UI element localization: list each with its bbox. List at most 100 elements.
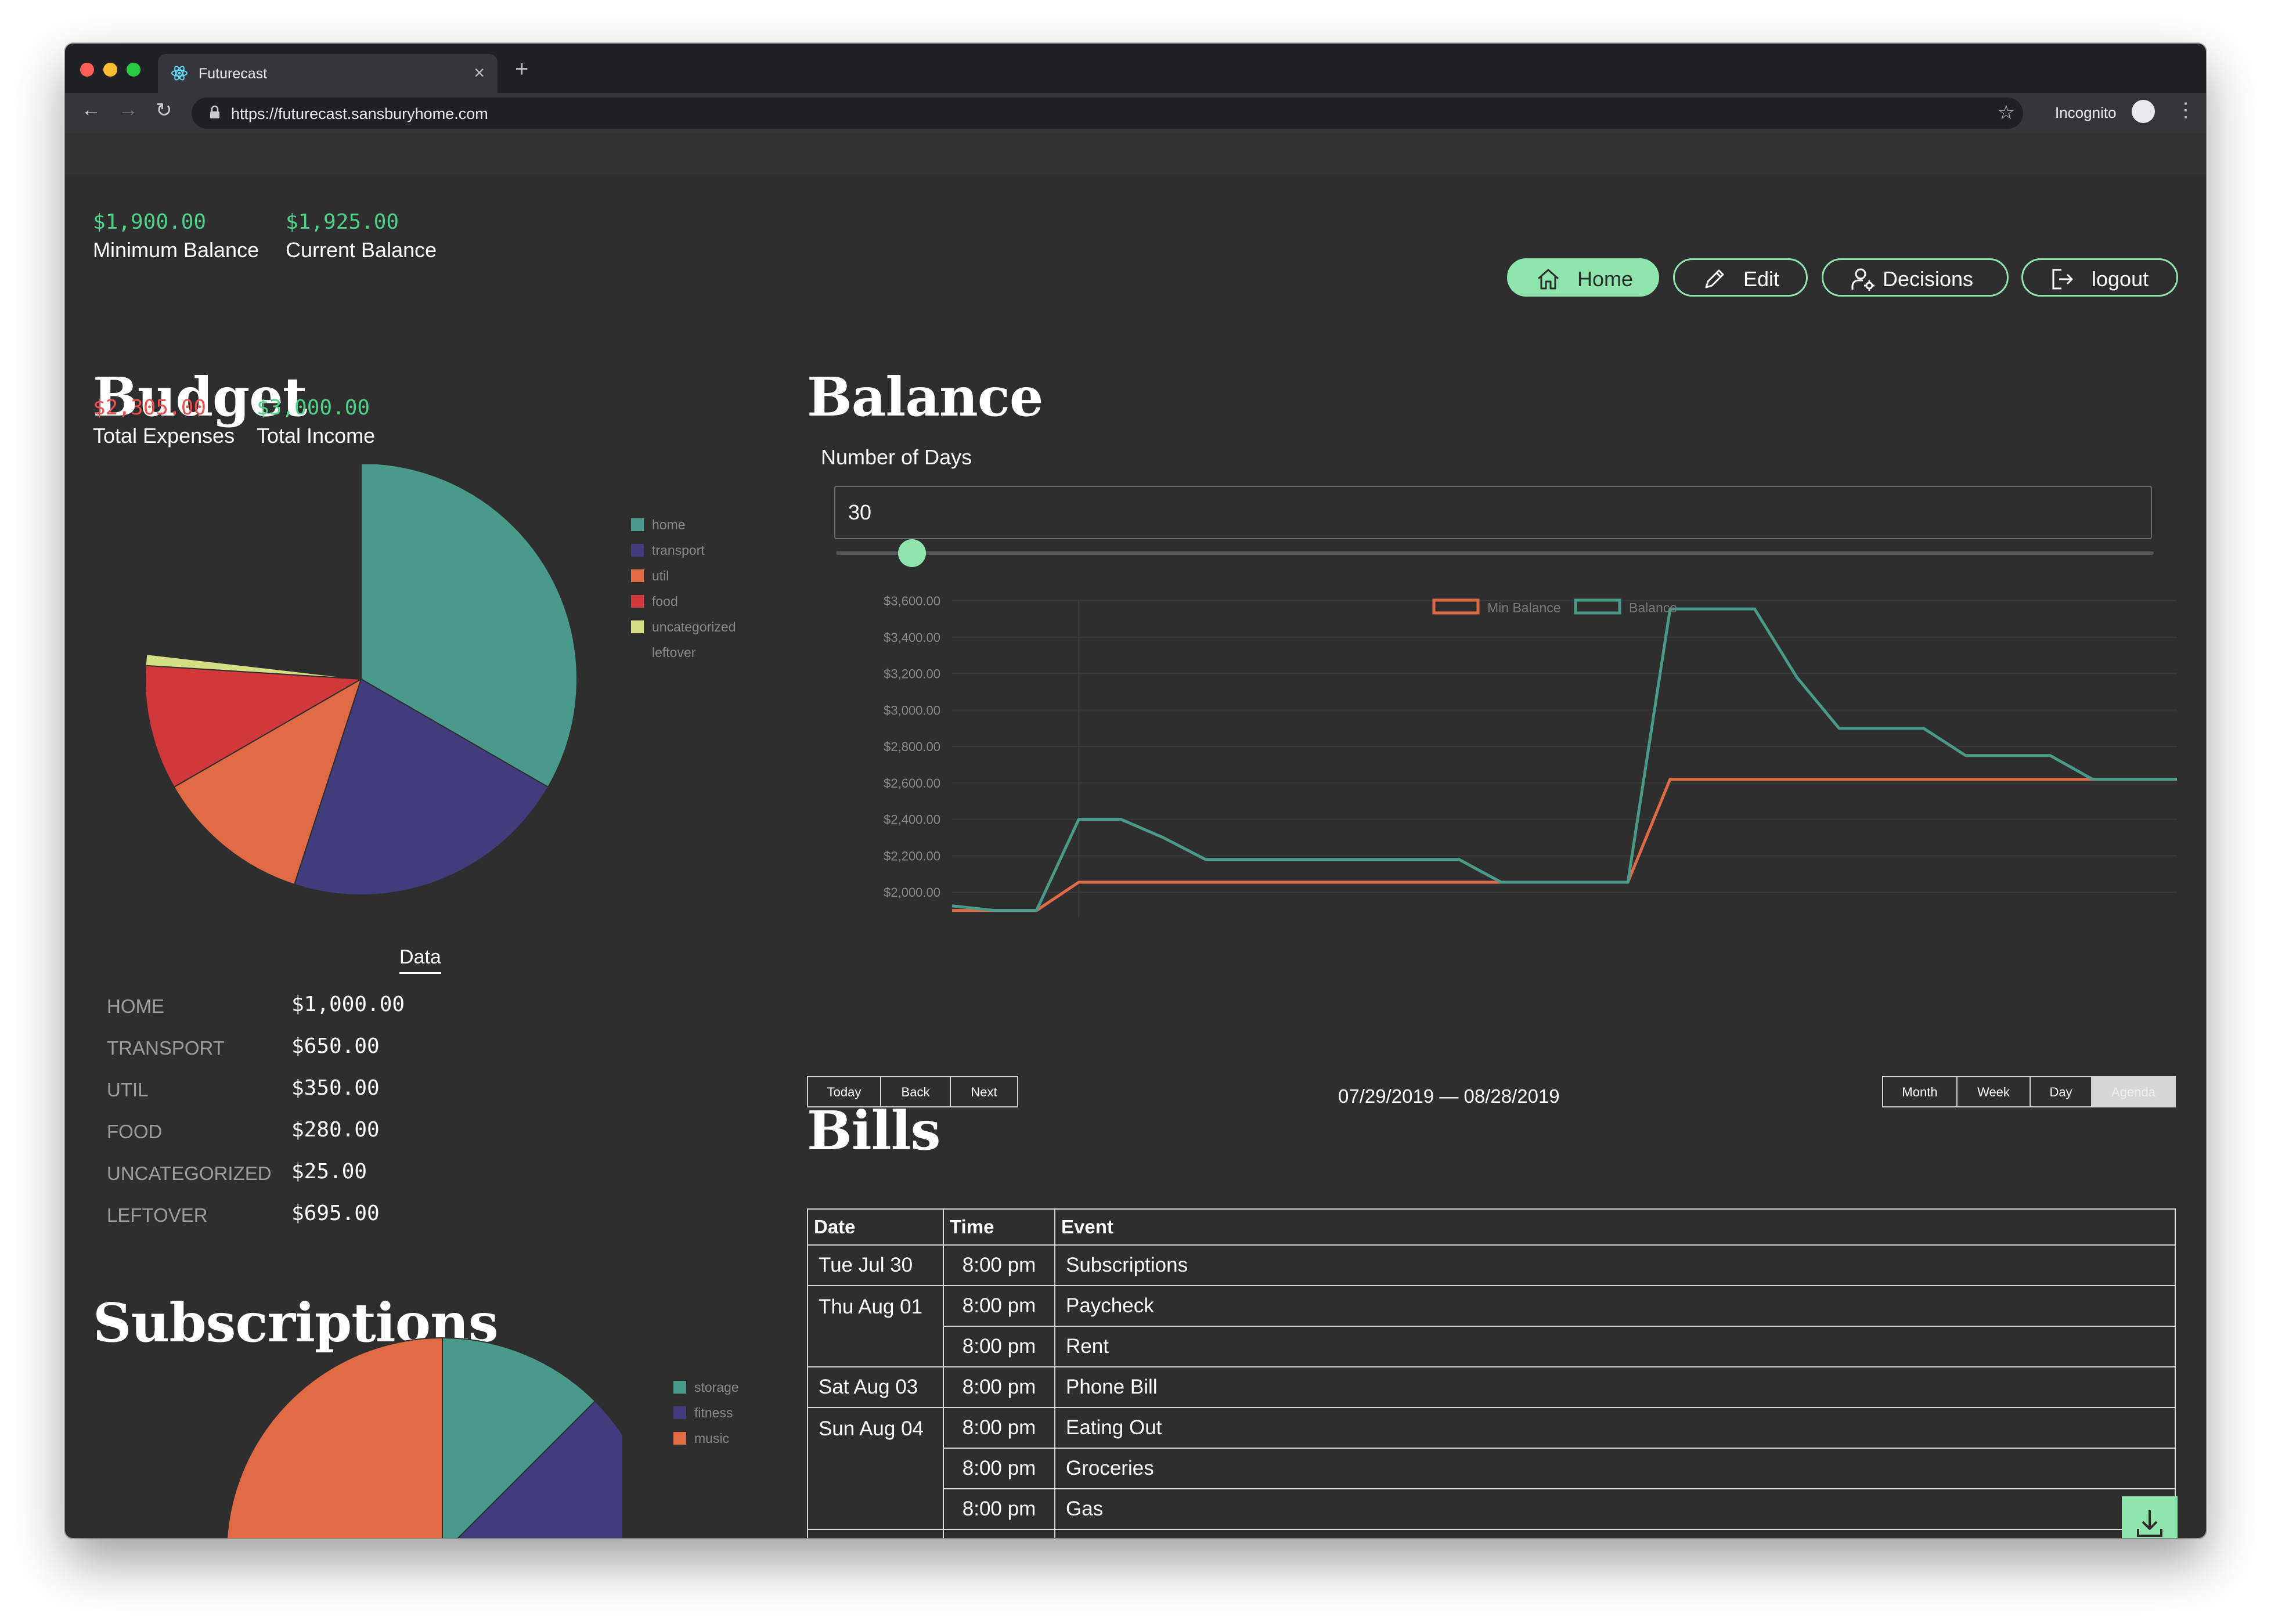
series-line-balance[interactable] <box>951 607 2177 912</box>
pie-slice-food[interactable] <box>145 665 363 788</box>
pie-slice-uncategorized[interactable] <box>145 654 362 680</box>
row-event[interactable]: Phone Bill <box>1054 1366 2176 1408</box>
budget-heading: Budget <box>93 366 307 428</box>
data-label-uncategorized: UNCATEGORIZED <box>107 1163 272 1184</box>
y-tick-label: $2,400.00 <box>884 813 940 827</box>
pie-slice-music[interactable] <box>226 1337 595 1538</box>
table-row[interactable]: Sun Aug 04 8:00 pm Eating Out <box>807 1407 2176 1530</box>
legend-swatch-fitness <box>673 1406 686 1419</box>
y-tick-label: $3,600.00 <box>884 594 940 608</box>
legend-swatch-uncategorized <box>631 620 644 633</box>
row-event[interactable]: Rent <box>1054 1326 2176 1367</box>
row-event[interactable]: Paycheck <box>1054 1285 2176 1327</box>
minimize-window-button[interactable] <box>103 63 117 77</box>
view-month-button[interactable]: Month <box>1882 1076 1958 1107</box>
decisions-button-label: Decisions <box>1883 267 1974 291</box>
row-time: 8:00 pm <box>943 1407 1055 1449</box>
table-row[interactable]: 8:00 pm Gas <box>808 1488 2176 1530</box>
back-button[interactable]: Back <box>880 1076 951 1107</box>
pie-slice-fitness[interactable] <box>442 1400 622 1538</box>
balance-line-chart: $1,800.00$2,000.00$2,200.00$2,400.00$2,6… <box>884 594 2177 917</box>
legend-label-transport: transport <box>652 543 705 558</box>
browser-toolbar: ← → ↻ https://futurecast.sansburyhome.co… <box>65 93 2206 133</box>
home-button[interactable]: Home <box>1507 258 1659 297</box>
pie-slice-transport[interactable] <box>293 678 549 896</box>
table-row[interactable]: Thu Aug 01 8:00 pm Paycheck <box>807 1285 2176 1367</box>
legend-swatch-min-balance[interactable] <box>1432 598 1480 615</box>
row-event[interactable]: Eating Out <box>1054 1407 2176 1449</box>
row-event[interactable]: Gas <box>1054 1488 2176 1530</box>
data-value-transport: $650.00 <box>291 1034 380 1058</box>
app-top-band <box>65 133 2206 174</box>
header-event: Event <box>1054 1208 2176 1246</box>
reload-icon[interactable]: ↻ <box>156 99 172 121</box>
view-day-button[interactable]: Day <box>2030 1076 2092 1107</box>
data-label-food: FOOD <box>107 1121 163 1142</box>
legend-swatch-food <box>631 595 644 608</box>
decisions-button[interactable]: Decisions <box>1822 258 2009 297</box>
edit-button[interactable]: Edit <box>1673 258 1808 297</box>
pie-slice-home[interactable] <box>361 464 578 788</box>
browser-tab[interactable]: Futurecast × <box>158 54 498 93</box>
row-time: 8:00 pm <box>943 1488 1055 1530</box>
new-tab-icon[interactable]: + <box>515 56 529 82</box>
row-event[interactable]: Eating Out <box>1054 1529 2176 1538</box>
incognito-icon[interactable] <box>2132 100 2155 123</box>
budget-legend: home transport util food uncategorized l… <box>631 517 770 691</box>
y-tick-label: $3,000.00 <box>884 703 940 717</box>
address-bar[interactable]: https://futurecast.sansburyhome.com ☆ <box>192 98 2023 129</box>
total-income-value: $3,000.00 <box>257 396 370 420</box>
react-favicon-icon <box>171 66 188 81</box>
pie-slice-util[interactable] <box>173 677 362 886</box>
legend-swatch-balance[interactable] <box>1574 598 1621 615</box>
home-button-label: Home <box>1577 267 1634 291</box>
legend-label-music: music <box>694 1431 730 1446</box>
data-tab[interactable]: Data <box>399 946 441 974</box>
home-icon <box>1538 269 1559 290</box>
back-arrow-icon[interactable]: ← <box>81 99 101 121</box>
row-date: Sun Aug 11 <box>807 1529 944 1538</box>
series-line-min-balance[interactable] <box>952 778 2177 912</box>
days-slider-thumb[interactable] <box>898 539 927 567</box>
legend-label-leftover: leftover <box>652 645 696 660</box>
next-button[interactable]: Next <box>950 1076 1018 1107</box>
table-row[interactable]: Tue Jul 30 8:00 pm Subscriptions <box>807 1244 2176 1286</box>
row-date: Sun Aug 04 <box>807 1407 944 1530</box>
download-button[interactable] <box>2122 1496 2178 1538</box>
legend-swatch-transport <box>631 544 644 557</box>
number-of-days-input[interactable] <box>834 486 2152 539</box>
logout-button[interactable]: logout <box>2021 258 2178 297</box>
table-row[interactable]: Sun Aug 11 8:00 pm Eating Out <box>807 1529 2176 1538</box>
row-event[interactable]: Groceries <box>1054 1448 2176 1489</box>
today-button[interactable]: Today <box>807 1076 881 1107</box>
logout-button-label: logout <box>2092 267 2149 291</box>
legend-label-balance[interactable]: Balance <box>1629 600 1677 615</box>
bills-agenda-table: Date Time Event Tue Jul 30 8:00 pm Subsc… <box>807 1208 2176 1538</box>
table-row[interactable]: 8:00 pm Rent <box>808 1326 2176 1367</box>
forward-arrow-icon[interactable]: → <box>118 99 138 121</box>
table-header-row: Date Time Event <box>807 1208 2176 1246</box>
close-window-button[interactable] <box>80 63 94 77</box>
legend-label-min-balance[interactable]: Min Balance <box>1487 600 1561 615</box>
y-tick-label: $3,400.00 <box>884 630 940 645</box>
y-tick-label: $3,200.00 <box>884 667 940 681</box>
close-tab-icon[interactable]: × <box>474 62 485 83</box>
tab-title: Futurecast <box>199 66 268 82</box>
row-date: Sat Aug 03 <box>807 1366 944 1408</box>
bookmark-star-icon[interactable]: ☆ <box>1997 102 2015 124</box>
row-event[interactable]: Subscriptions <box>1054 1244 2176 1286</box>
view-agenda-button[interactable]: Agenda <box>2091 1076 2176 1107</box>
table-row[interactable]: Sat Aug 03 8:00 pm Phone Bill <box>807 1366 2176 1408</box>
table-row[interactable]: 8:00 pm Groceries <box>808 1448 2176 1489</box>
browser-menu-icon[interactable]: ⋮ <box>2176 99 2196 121</box>
header-time: Time <box>943 1208 1055 1246</box>
header-date: Date <box>807 1208 944 1246</box>
data-label-transport: TRANSPORT <box>107 1037 225 1059</box>
pencil-icon <box>1705 269 1724 288</box>
days-slider-track[interactable] <box>836 551 2154 555</box>
pie-slice-storage[interactable] <box>442 1337 596 1538</box>
legend-label-fitness: fitness <box>694 1405 733 1420</box>
data-label-home: HOME <box>107 995 164 1017</box>
maximize-window-button[interactable] <box>127 63 140 77</box>
view-week-button[interactable]: Week <box>1956 1076 2031 1107</box>
